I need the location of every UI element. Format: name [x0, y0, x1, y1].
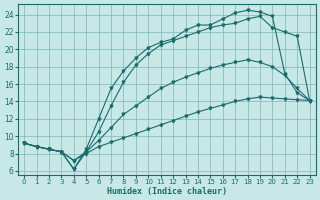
- X-axis label: Humidex (Indice chaleur): Humidex (Indice chaleur): [107, 187, 227, 196]
